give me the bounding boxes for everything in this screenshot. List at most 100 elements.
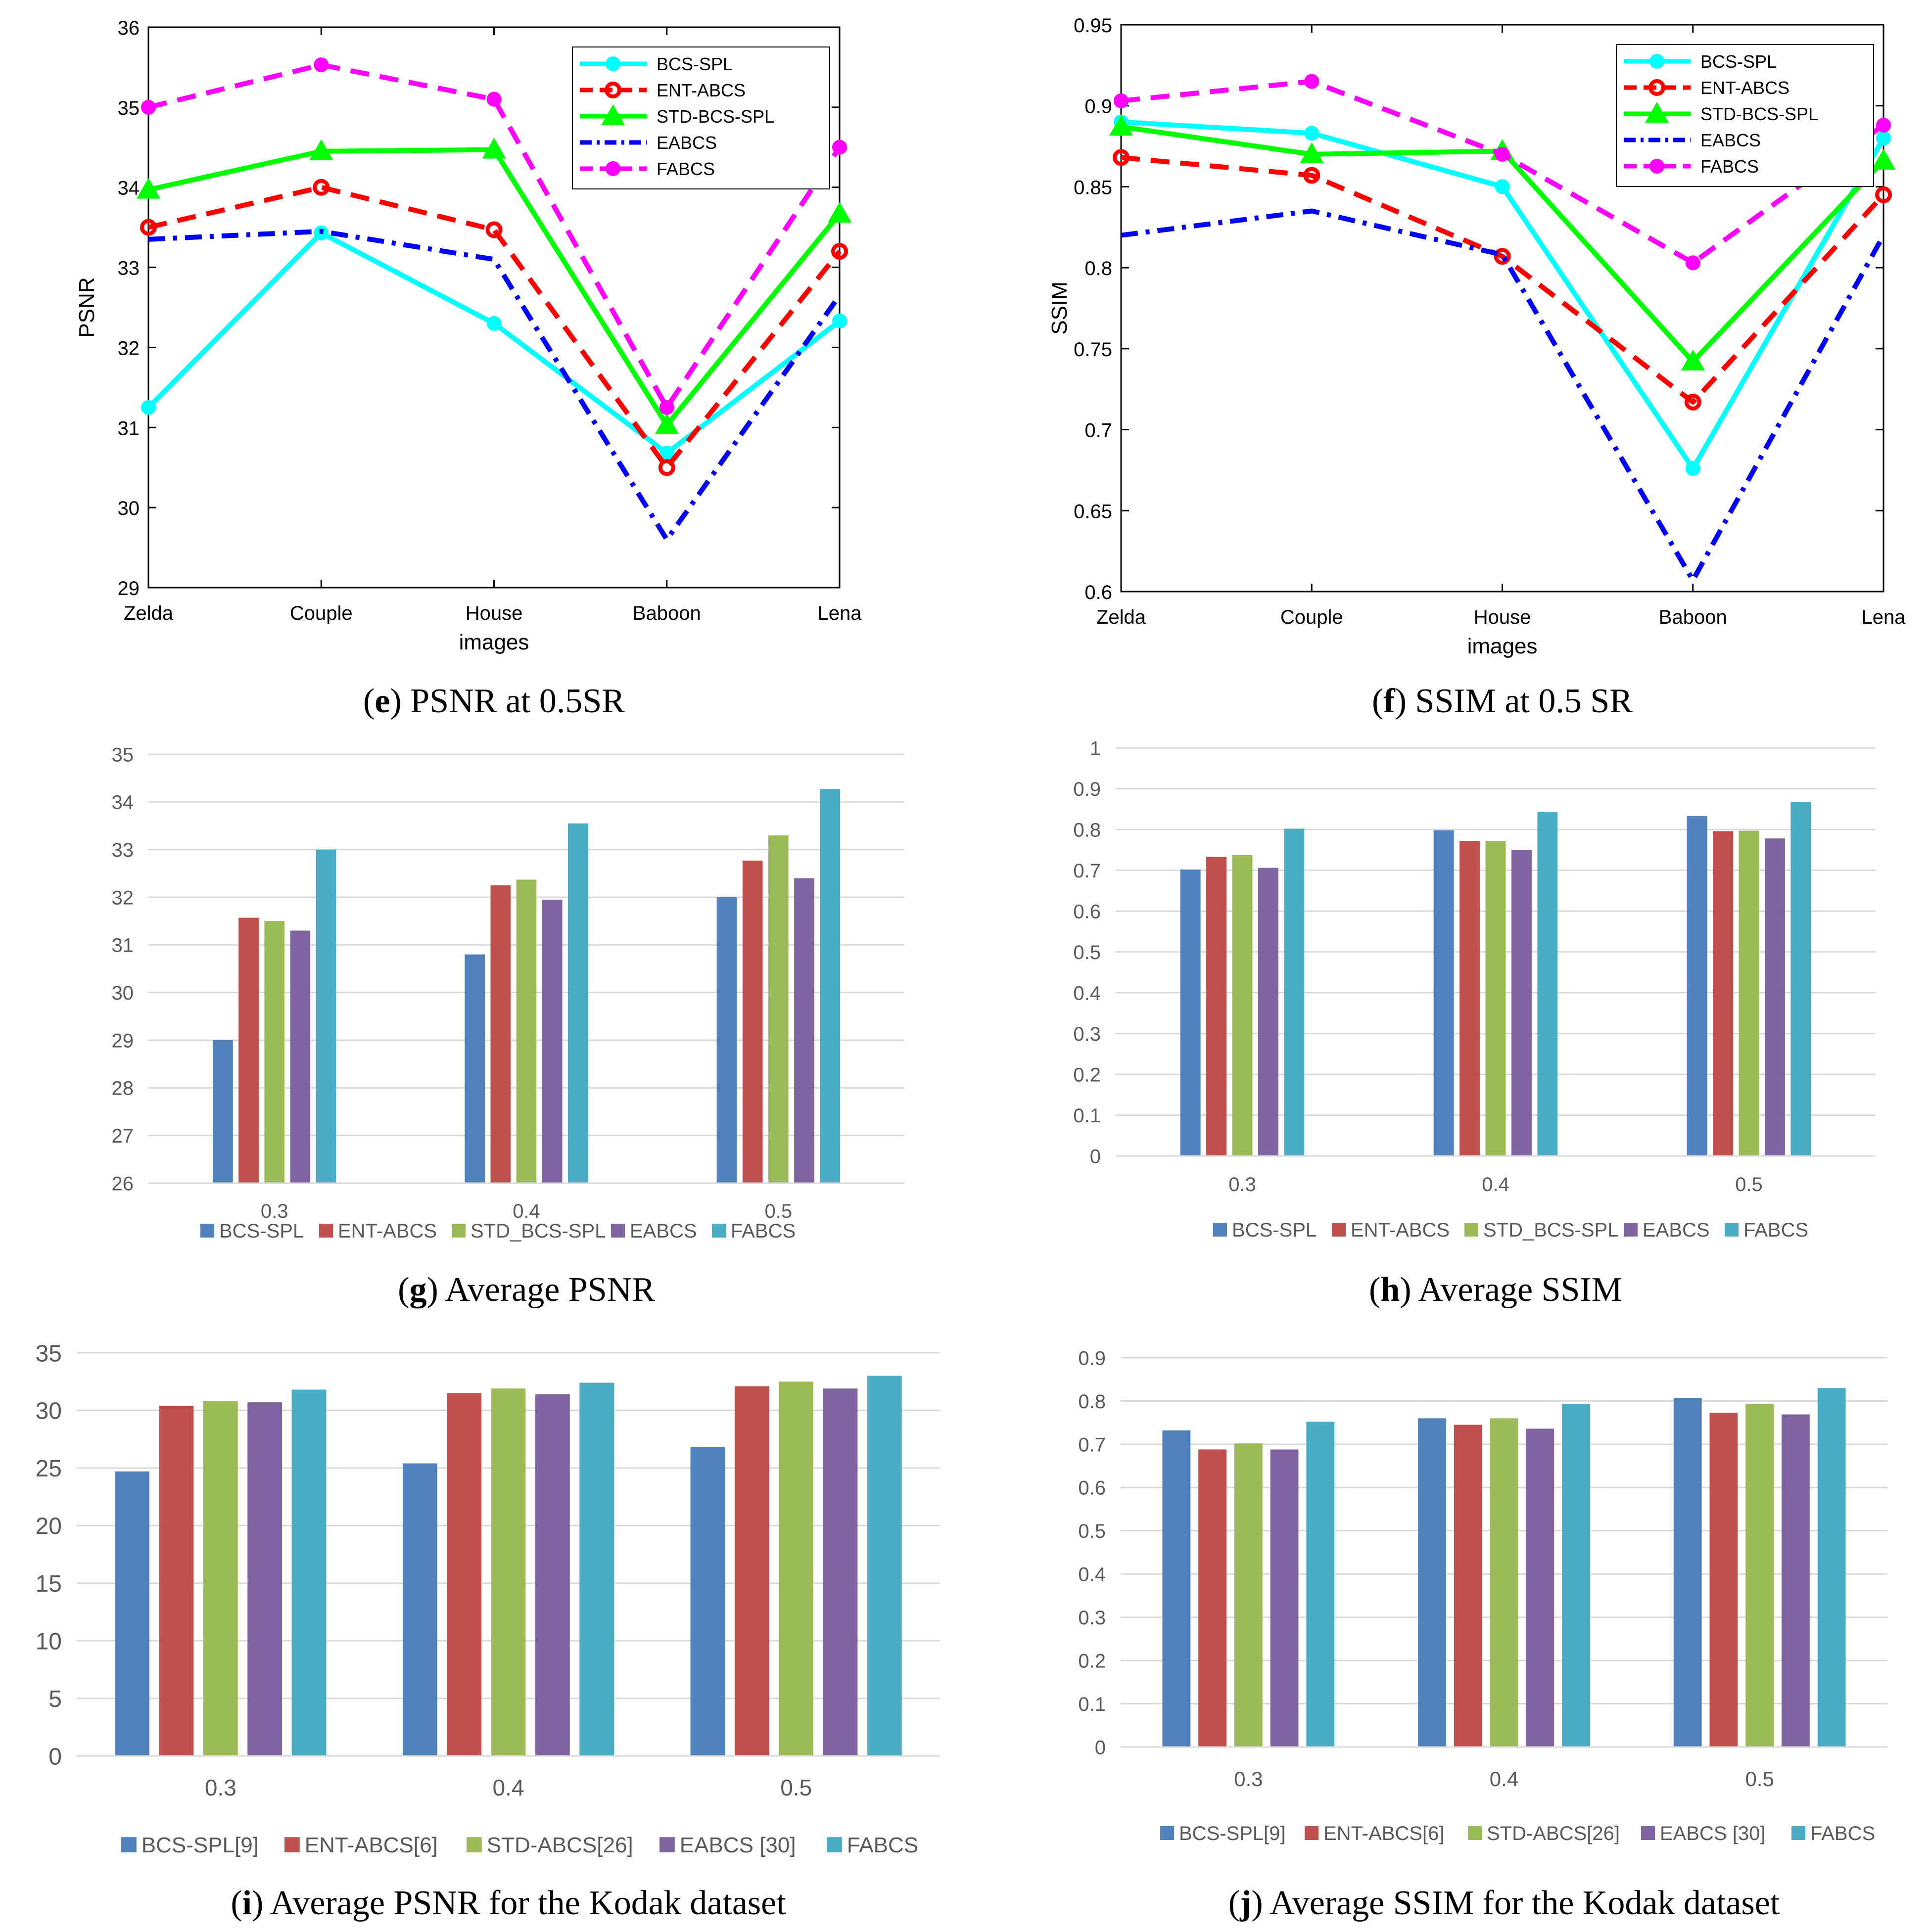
legend-swatch xyxy=(1468,1826,1482,1840)
legend-swatch xyxy=(467,1837,482,1852)
data-point xyxy=(482,138,506,159)
bar xyxy=(1433,830,1454,1156)
bar xyxy=(465,954,485,1183)
legend-label: ENT-ABCS xyxy=(338,1220,437,1242)
legend-swatch xyxy=(712,1224,726,1238)
legend-swatch xyxy=(1641,1826,1655,1840)
data-point xyxy=(1645,102,1669,123)
bar xyxy=(1198,1449,1227,1747)
y-tick-label: 29 xyxy=(118,578,140,599)
bar xyxy=(1790,801,1811,1156)
y-tick-label: 35 xyxy=(118,97,140,119)
data-point xyxy=(1304,74,1319,89)
y-tick-label: 0.9 xyxy=(1084,96,1112,118)
panel-g-bar-chart: 26 27 28 29 30 31 32 33 34 35 0.3 0.4 0.5 BCS-SPL ENT-… xyxy=(112,744,904,1309)
bar xyxy=(1709,1413,1738,1747)
x-tick-label: 0.3 xyxy=(205,1775,236,1800)
legend: BCS-SPL ENT-ABCS STD-BCS-SPL EABCS FABCS xyxy=(572,46,830,189)
data-point xyxy=(606,56,620,71)
series-line xyxy=(148,229,842,542)
y-tick-label: 0.5 xyxy=(1078,1520,1106,1542)
legend-swatch xyxy=(121,1837,137,1852)
series-EABCS xyxy=(148,229,842,542)
legend-swatch xyxy=(1332,1223,1346,1237)
legend-label: STD-BCS-SPL xyxy=(1700,104,1818,124)
bar xyxy=(1511,850,1532,1156)
bar xyxy=(1739,830,1759,1156)
legend-item: FABCS xyxy=(1791,1823,1875,1844)
figure-caption: (g) Average PSNR xyxy=(398,1271,655,1309)
legend-item: STD_BCS-SPL xyxy=(452,1220,606,1242)
series-ENT-ABCS xyxy=(140,179,848,476)
data-point xyxy=(1875,186,1892,203)
x-tick-label: 0.4 xyxy=(1482,1174,1509,1196)
data-point xyxy=(314,57,329,73)
x-tick-label: 0.3 xyxy=(1228,1174,1256,1196)
data-point xyxy=(1304,126,1319,141)
data-point xyxy=(140,219,157,236)
y-tick-label: 0.8 xyxy=(1078,1391,1106,1413)
bar xyxy=(1258,868,1278,1156)
legend-item: BCS-SPL[9] xyxy=(121,1833,259,1857)
bar xyxy=(820,789,841,1183)
bar xyxy=(1745,1404,1774,1747)
bar xyxy=(1673,1398,1702,1747)
series-BCS-SPL[9] xyxy=(115,1447,725,1756)
panel-j-bar-chart: 0 0.1 0.2 0.3 0.4 0.5 0.6 0.7 0.8 0.9 0.3 0.4 0.5 BCS… xyxy=(1078,1347,1887,1922)
series-EABCS xyxy=(290,878,814,1183)
series-STD-ABCS[26] xyxy=(203,1381,814,1756)
bar xyxy=(247,1402,282,1756)
bar xyxy=(1562,1404,1590,1747)
data-point xyxy=(1495,146,1510,162)
y-tick-label: 0.95 xyxy=(1074,15,1112,37)
legend-item: FABCS xyxy=(712,1220,796,1242)
y-tick-label: 25 xyxy=(36,1456,62,1482)
y-tick-label: 0.6 xyxy=(1078,1477,1106,1499)
figure-caption: (e) PSNR at 0.5SR xyxy=(363,682,625,720)
y-tick-label: 15 xyxy=(36,1571,62,1597)
x-axis-title: images xyxy=(1467,634,1538,658)
legend-swatch xyxy=(200,1224,214,1238)
y-tick-label: 31 xyxy=(118,417,140,439)
bar xyxy=(867,1376,902,1756)
x-tick-label: 0.4 xyxy=(513,1200,540,1222)
legend: BCS-SPL ENT-ABCS STD-BCS-SPL EABCS FABCS xyxy=(1616,44,1874,187)
x-tick-label: 0.5 xyxy=(780,1775,812,1800)
bar xyxy=(402,1463,437,1756)
y-tick-label: 0 xyxy=(1095,1737,1106,1758)
legend-item: EABCS [30] xyxy=(659,1833,796,1857)
data-point xyxy=(1876,131,1891,146)
legend-item: FABCS xyxy=(1624,156,1759,177)
bar xyxy=(1485,841,1506,1156)
bar xyxy=(579,1382,614,1756)
data-point xyxy=(486,316,502,331)
bar xyxy=(316,849,336,1183)
panel-i-bar-chart: 0 5 10 15 20 25 30 35 0.3 0.4 0.5 BCS-SPL[9] ENT-ABC… xyxy=(36,1340,940,1922)
data-point xyxy=(1300,142,1324,163)
y-tick-label: 26 xyxy=(112,1173,134,1195)
data-point xyxy=(1684,393,1701,411)
panel-e-line-chart: 29 30 31 32 33 34 35 36 Zelda Couple House Baboon Le… xyxy=(75,17,862,720)
legend-swatch xyxy=(827,1837,842,1852)
legend-item: EABCS xyxy=(580,133,717,153)
y-tick-label: 0.4 xyxy=(1078,1564,1106,1586)
y-tick-label: 0.3 xyxy=(1078,1607,1106,1629)
series-EABCS xyxy=(1258,838,1785,1156)
legend-item: BCS-SPL[9] xyxy=(1160,1823,1286,1844)
bar xyxy=(1537,812,1558,1156)
bar xyxy=(516,879,537,1183)
legend-label: FABCS xyxy=(731,1220,796,1242)
y-tick-label: 1 xyxy=(1090,737,1101,759)
legend-item: EABCS xyxy=(1624,130,1761,150)
data-point xyxy=(1649,54,1664,69)
bar xyxy=(768,835,789,1183)
data-point xyxy=(137,178,160,199)
y-tick-label: 10 xyxy=(36,1628,62,1655)
legend-item: BCS-SPL xyxy=(1624,51,1777,72)
bar xyxy=(1270,1449,1299,1747)
data-point xyxy=(655,413,679,434)
data-point xyxy=(1685,255,1700,271)
series-BCS-SPL xyxy=(1180,816,1707,1156)
series-BCS-SPL xyxy=(212,897,737,1183)
legend-label: FABCS xyxy=(1700,156,1759,177)
